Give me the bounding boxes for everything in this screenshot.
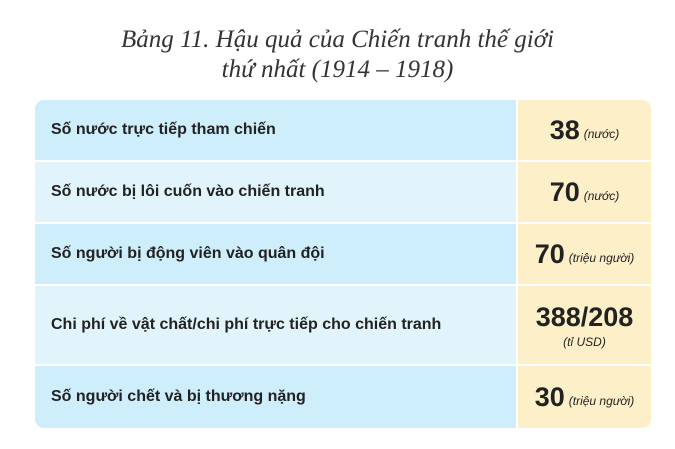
consequences-table: Số nước trực tiếp tham chiến 38 (nước) Số… xyxy=(35,100,651,428)
table-row: Số nước trực tiếp tham chiến 38 (nước) xyxy=(35,100,651,162)
value-unit: (nước) xyxy=(583,189,620,203)
row-value: 70 (triệu người) xyxy=(518,224,651,284)
row-label: Số nước trực tiếp tham chiến xyxy=(35,100,518,160)
value-unit: (triệu người) xyxy=(568,251,635,265)
table-row: Số người chết và bị thương nặng 30 (triệu… xyxy=(35,366,651,428)
row-value: 70 (nước) xyxy=(518,162,651,222)
value-number: 70 xyxy=(549,176,580,207)
table-row: Số người bị động viên vào quân đội 70 (tr… xyxy=(35,224,651,286)
value-number: 70 xyxy=(534,238,565,269)
table-row: Số nước bị lôi cuốn vào chiến tranh 70 (n… xyxy=(35,162,651,224)
value-unit: (triệu người) xyxy=(568,394,635,408)
value-unit: (nước) xyxy=(583,127,620,141)
value-number: 30 xyxy=(534,381,565,412)
row-label: Chi phí về vật chất/chi phí trực tiếp ch… xyxy=(35,286,518,364)
row-label: Số người bị động viên vào quân đội xyxy=(35,224,518,284)
row-value: 388/208 (tỉ USD) xyxy=(518,286,651,364)
value-unit: (tỉ USD) xyxy=(563,334,606,349)
row-label: Số nước bị lôi cuốn vào chiến tranh xyxy=(35,162,518,222)
row-label: Số người chết và bị thương nặng xyxy=(35,366,518,428)
row-value: 30 (triệu người) xyxy=(518,366,651,428)
value-number: 388/208 xyxy=(535,301,634,332)
value-number: 38 xyxy=(549,114,580,145)
table-row: Chi phí về vật chất/chi phí trực tiếp ch… xyxy=(35,286,651,366)
table-title-line1: Bảng 11. Hậu quả của Chiến tranh thế giớ… xyxy=(121,26,554,53)
row-value: 38 (nước) xyxy=(518,100,651,160)
table-title-line2: thứ nhất (1914 – 1918) xyxy=(221,56,454,83)
